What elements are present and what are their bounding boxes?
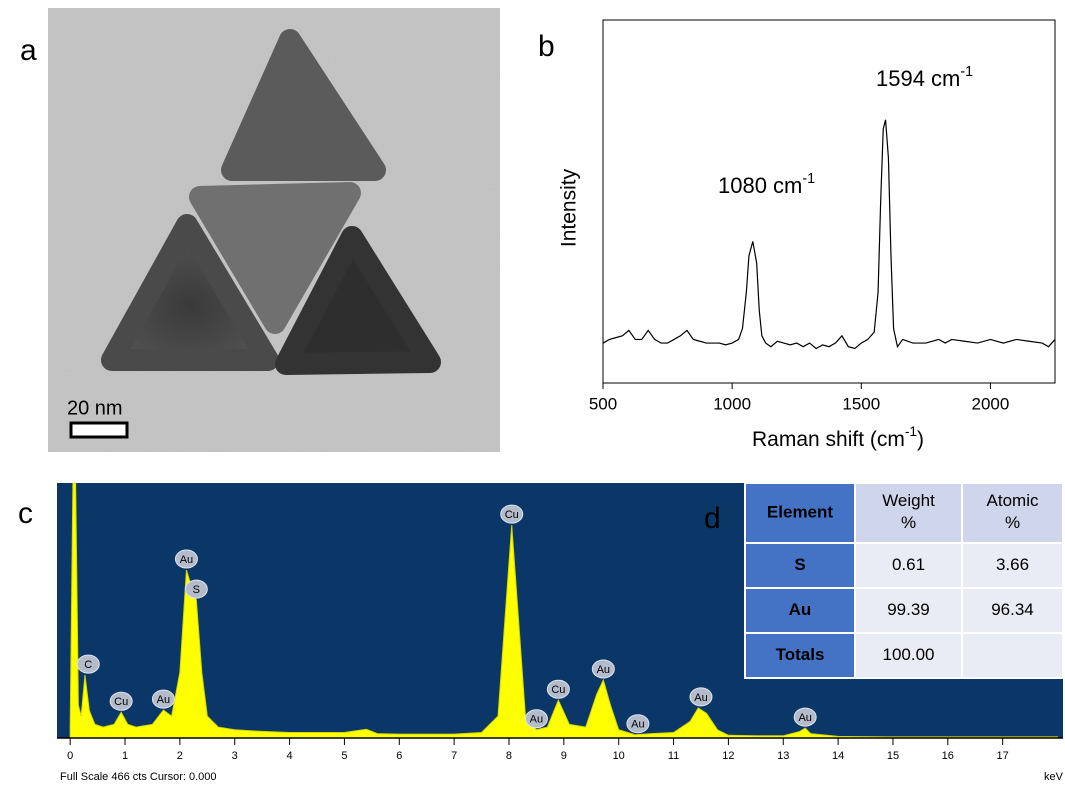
page: {"panel_labels": ["a", "b", "c", "d"], "… xyxy=(0,0,1065,787)
plot-frame xyxy=(603,20,1055,383)
peak-annotation: 1080 cm-1 xyxy=(718,171,815,198)
tem-image: 20 nm xyxy=(48,8,500,452)
x-axis-label-part: -1 xyxy=(905,424,917,439)
footer-text: Full Scale 466 cts Cursor: 0.000 xyxy=(60,771,217,783)
x-tick-label: 0 xyxy=(67,750,73,762)
x-tick-label: 8 xyxy=(506,750,512,762)
table-value: 3.66 xyxy=(996,555,1029,574)
x-tick-label: 14 xyxy=(832,750,844,762)
peak-label: Au xyxy=(597,664,610,676)
panel-label: c xyxy=(18,497,33,530)
x-tick-label: 4 xyxy=(287,750,293,762)
table-value: 99.39 xyxy=(887,600,930,619)
x-axis-label-part: Raman shift (cm xyxy=(752,428,905,451)
x-tick-label: 2 xyxy=(177,750,183,762)
x-axis-label: keV xyxy=(1044,771,1064,783)
x-tick-label: 1 xyxy=(122,750,128,762)
x-tick-label: 17 xyxy=(997,750,1009,762)
peak-label: C xyxy=(84,659,92,671)
peak-label: Au xyxy=(798,712,811,724)
peak-label: S xyxy=(193,584,200,596)
x-tick-label: 13 xyxy=(777,750,789,762)
x-tick-label: 15 xyxy=(887,750,899,762)
table-value: 96.34 xyxy=(991,600,1034,619)
y-axis-label: Intensity xyxy=(558,168,581,247)
panel-label: b xyxy=(538,30,555,63)
panel-label: a xyxy=(20,34,37,67)
x-tick-label: 11 xyxy=(668,750,679,762)
peak-annotation-part: -1 xyxy=(960,64,973,80)
x-tick-label: 500 xyxy=(589,394,617,413)
peak-label: Au xyxy=(180,554,193,566)
peak-label: Cu xyxy=(551,684,565,696)
x-tick-label: 10 xyxy=(613,750,625,762)
peak-annotation-part: -1 xyxy=(802,171,815,187)
peak-label: Cu xyxy=(114,696,128,708)
table-value: 100.00 xyxy=(883,645,935,664)
x-tick-label: 6 xyxy=(396,750,402,762)
raman-plot xyxy=(603,120,1055,349)
panel-label: d xyxy=(704,502,721,535)
table-value: Totals xyxy=(776,645,825,664)
table-value: S xyxy=(794,555,805,574)
figure: 20 nm a b c C Cu Au Au S Cu Au Cu Au Au Au Au Eleme… xyxy=(0,0,1065,787)
peak-label: Cu xyxy=(505,509,519,521)
x-tick-label: 9 xyxy=(561,750,567,762)
x-tick-label: 1000 xyxy=(713,394,751,413)
peak-label: Au xyxy=(631,719,644,731)
x-tick-label: 3 xyxy=(232,750,238,762)
x-axis-label-part: ) xyxy=(917,428,924,451)
x-tick-label: 12 xyxy=(722,750,734,762)
peak-annotation-part: 1594 cm xyxy=(876,66,960,91)
table-header: Element xyxy=(767,502,833,521)
table-value: Au xyxy=(789,600,812,619)
x-tick-label: 2000 xyxy=(972,394,1010,413)
peak-label: Au xyxy=(157,694,170,706)
table-value: 0.61 xyxy=(892,555,925,574)
x-tick-label: 16 xyxy=(942,750,954,762)
table-cell xyxy=(962,633,1063,678)
x-tick-label: 1500 xyxy=(842,394,880,413)
x-tick-label: 7 xyxy=(451,750,457,762)
spectrum-line xyxy=(603,120,1055,349)
scale-bar-label: 20 nm xyxy=(67,397,123,419)
x-axis-label: Raman shift (cm-1) xyxy=(752,424,924,450)
peak-label: Au xyxy=(694,692,707,704)
peak-annotation: 1594 cm-1 xyxy=(876,64,973,91)
peak-annotation-part: 1080 cm xyxy=(718,173,802,198)
peak-label: Au xyxy=(530,714,543,726)
x-tick-label: 5 xyxy=(341,750,347,762)
